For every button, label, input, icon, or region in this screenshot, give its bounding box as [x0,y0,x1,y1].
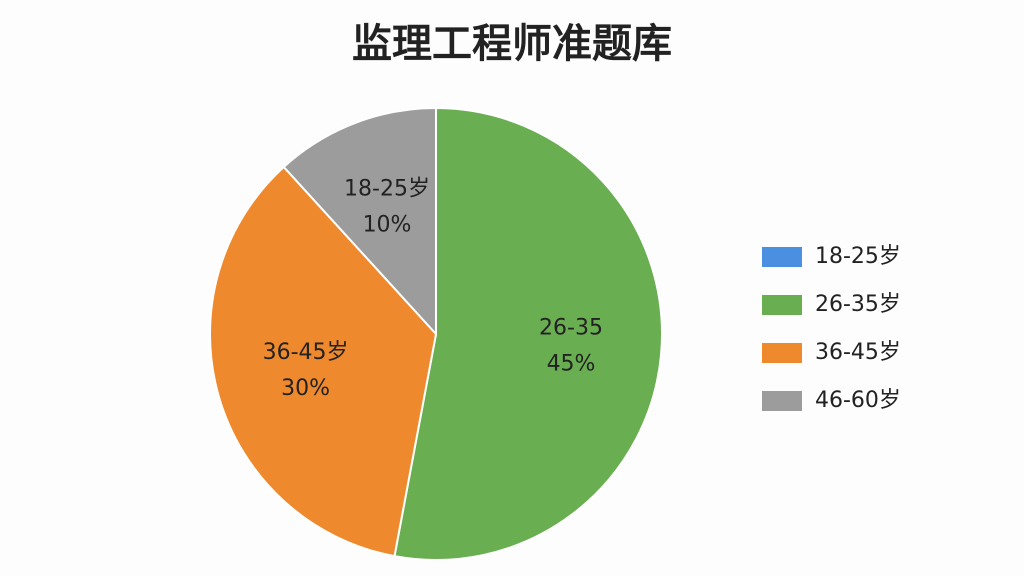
legend-label: 36-45岁 [815,340,901,365]
slice-value-label: 30% [281,376,330,401]
pie-slice [209,165,438,558]
legend-swatch [762,343,802,363]
slice-value-label: 10% [363,213,412,238]
pie-slice [282,106,437,337]
pie-slice [393,106,663,561]
legend-label: 46-60岁 [815,388,901,413]
legend-swatch [762,391,802,411]
chart-title: 监理工程师准题库 [352,21,672,67]
legend-label: 26-35岁 [815,292,901,317]
slice-label: 36-45岁 [263,340,349,365]
slice-value-label: 45% [547,352,596,377]
legend-label: 18-25岁 [815,244,901,269]
legend-swatch [762,295,802,315]
slice-label: 18-25岁 [344,177,430,202]
legend-swatch [762,247,802,267]
slice-label: 26-35 [539,316,603,341]
